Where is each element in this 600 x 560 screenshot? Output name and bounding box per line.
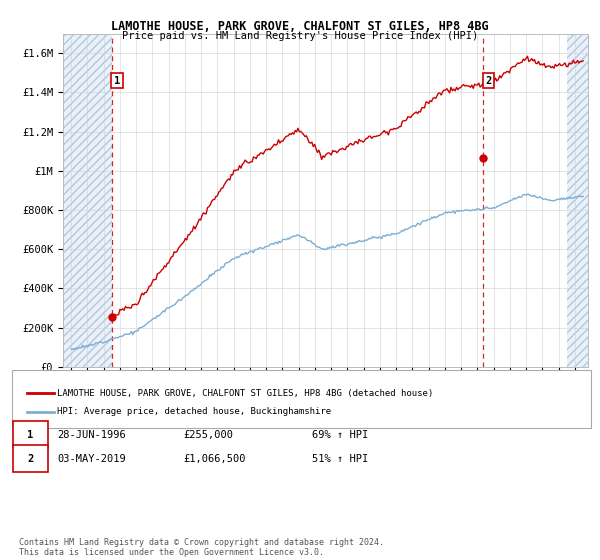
Text: 1: 1	[28, 430, 34, 440]
Text: Price paid vs. HM Land Registry's House Price Index (HPI): Price paid vs. HM Land Registry's House …	[122, 31, 478, 41]
Text: 28-JUN-1996: 28-JUN-1996	[57, 430, 126, 440]
Text: 03-MAY-2019: 03-MAY-2019	[57, 454, 126, 464]
Bar	[567, 34, 588, 367]
Text: 1: 1	[114, 76, 120, 86]
Text: 69% ↑ HPI: 69% ↑ HPI	[312, 430, 368, 440]
Text: 2: 2	[28, 454, 34, 464]
Text: LAMOTHE HOUSE, PARK GROVE, CHALFONT ST GILES, HP8 4BG: LAMOTHE HOUSE, PARK GROVE, CHALFONT ST G…	[111, 20, 489, 32]
Bar	[63, 34, 112, 367]
Text: Contains HM Land Registry data © Crown copyright and database right 2024.
This d: Contains HM Land Registry data © Crown c…	[19, 538, 384, 557]
Bar	[567, 34, 588, 367]
Text: £1,066,500: £1,066,500	[183, 454, 245, 464]
Bar	[63, 34, 112, 367]
Text: LAMOTHE HOUSE, PARK GROVE, CHALFONT ST GILES, HP8 4BG (detached house): LAMOTHE HOUSE, PARK GROVE, CHALFONT ST G…	[57, 389, 433, 398]
Text: HPI: Average price, detached house, Buckinghamshire: HPI: Average price, detached house, Buck…	[57, 407, 331, 416]
Text: 2: 2	[485, 76, 491, 86]
Text: £255,000: £255,000	[183, 430, 233, 440]
Text: 51% ↑ HPI: 51% ↑ HPI	[312, 454, 368, 464]
